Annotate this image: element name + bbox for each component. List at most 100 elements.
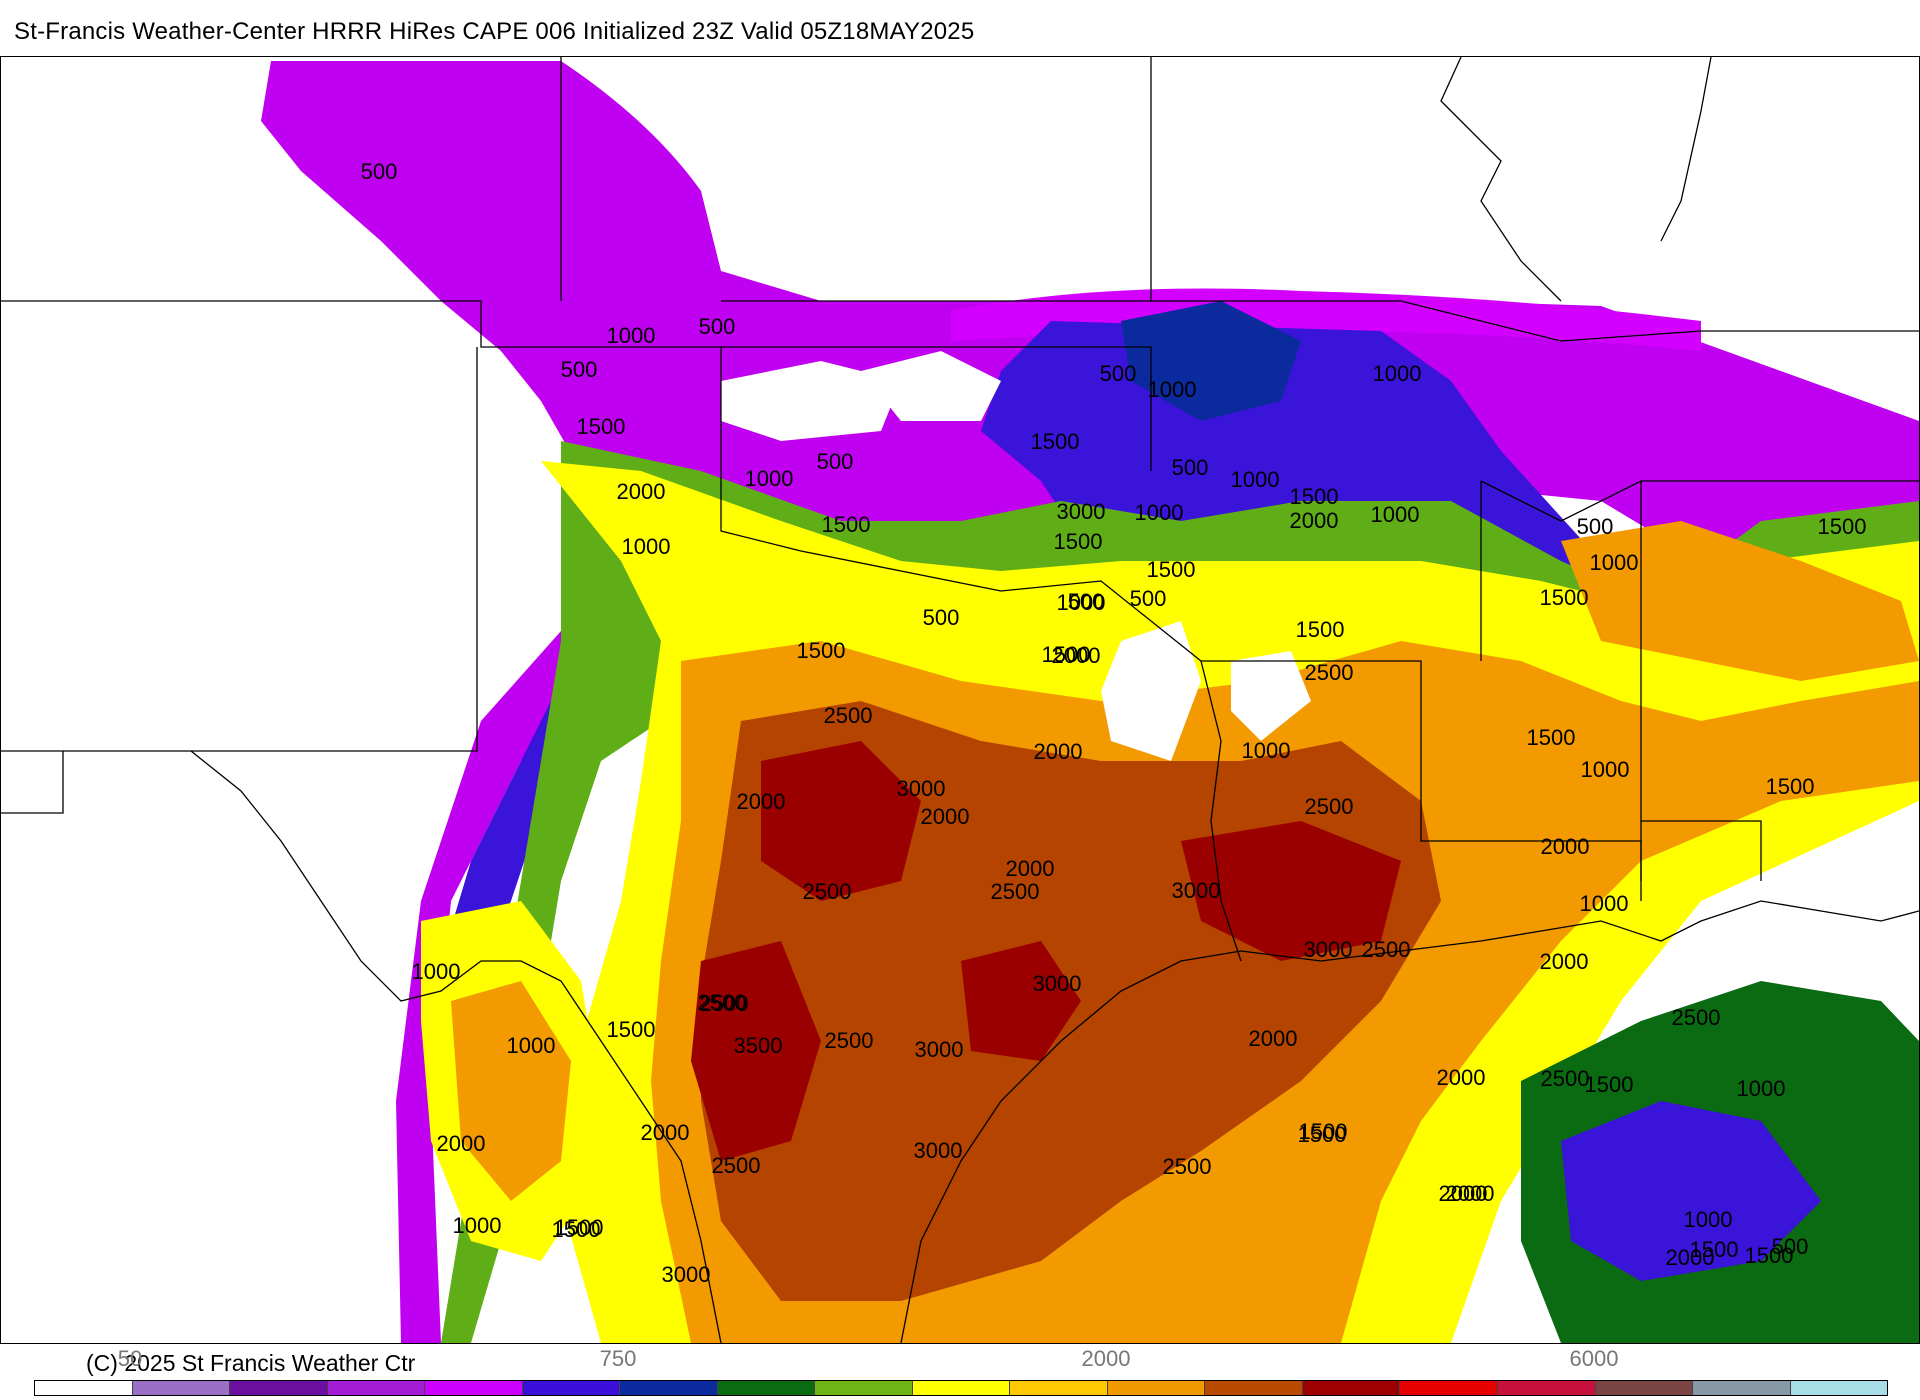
contour-label: 1000 bbox=[1580, 891, 1629, 916]
cape-zero-patch-4 bbox=[861, 351, 1001, 421]
contour-label: 3000 bbox=[1033, 971, 1082, 996]
colorbar-swatch bbox=[425, 1381, 523, 1395]
contour-label: 1000 bbox=[1231, 467, 1280, 492]
contour-label: 1500 bbox=[1042, 642, 1091, 667]
contour-label: 500 bbox=[561, 357, 598, 382]
contour-label: 2000 bbox=[1540, 949, 1589, 974]
contour-label: 1500 bbox=[1540, 585, 1589, 610]
contour-label: 1000 bbox=[745, 466, 794, 491]
contour-label: 2500 bbox=[712, 1153, 761, 1178]
contour-label: 1500 bbox=[1054, 529, 1103, 554]
cape-core-darkred-3 bbox=[691, 941, 821, 1161]
contour-label: 3000 bbox=[1057, 499, 1106, 524]
contour-label: 1500 bbox=[1298, 1122, 1347, 1147]
contour-label: 1500 bbox=[1818, 514, 1867, 539]
colorbar-swatch bbox=[1107, 1381, 1206, 1395]
contour-label: 1500 bbox=[1031, 429, 1080, 454]
contour-label: 2000 bbox=[1034, 739, 1083, 764]
contour-label: 2500 bbox=[1305, 660, 1354, 685]
contour-label: 3500 bbox=[734, 1033, 783, 1058]
cape-core-darkred-4 bbox=[961, 941, 1081, 1061]
contour-label: 500 bbox=[1577, 514, 1614, 539]
colorbar-tick-label: 2000 bbox=[1081, 1346, 1131, 1371]
contour-label: 3000 bbox=[914, 1138, 963, 1163]
contour-label: 1500 bbox=[1527, 725, 1576, 750]
state-boundaries bbox=[1, 57, 1919, 962]
contour-label: 2500 bbox=[824, 703, 873, 728]
contour-label: 1500 bbox=[555, 1215, 604, 1240]
colorbar-swatch bbox=[1790, 1381, 1888, 1395]
mexico-border bbox=[190, 750, 722, 1343]
contour-label: 1000 bbox=[1371, 502, 1420, 527]
contour-label: 1000 bbox=[607, 323, 656, 348]
contour-label: 2000 bbox=[1290, 508, 1339, 533]
contour-label: 3000 bbox=[897, 776, 946, 801]
colorbar-swatch bbox=[1693, 1381, 1791, 1395]
contour-label: 2500 bbox=[1163, 1154, 1212, 1179]
contour-label: 1500 bbox=[552, 1217, 601, 1242]
colorbar-swatch bbox=[1595, 1381, 1694, 1395]
contour-label: 1000 bbox=[1590, 550, 1639, 575]
contour-label: 1000 bbox=[1684, 1207, 1733, 1232]
contour-label: 1000 bbox=[1148, 377, 1197, 402]
contour-label: 2500 bbox=[1362, 937, 1411, 962]
contour-label: 2000 bbox=[737, 789, 786, 814]
colorbar-swatch bbox=[912, 1381, 1011, 1395]
colorbar-swatch bbox=[620, 1381, 718, 1395]
contour-label: 1500 bbox=[607, 1017, 656, 1042]
contour-label: 500 bbox=[923, 605, 960, 630]
contour-label: 1500 bbox=[1745, 1243, 1794, 1268]
contour-label: 3000 bbox=[915, 1037, 964, 1062]
colorbar-swatch bbox=[815, 1381, 913, 1395]
contour-label: 2000 bbox=[1439, 1181, 1488, 1206]
contour-label: 2000 bbox=[617, 479, 666, 504]
contour-label: 1000 bbox=[453, 1213, 502, 1238]
contour-label: 1000 bbox=[1737, 1076, 1786, 1101]
contour-label: 500 bbox=[1772, 1234, 1809, 1259]
contour-label: 3000 bbox=[1304, 937, 1353, 962]
contour-label: 1500 bbox=[1299, 1119, 1348, 1144]
contour-label: 2000 bbox=[921, 804, 970, 829]
contour-label: 1500 bbox=[1290, 484, 1339, 509]
contour-label: 2000 bbox=[1541, 834, 1590, 859]
contour-label: 500 bbox=[699, 314, 736, 339]
colorbar-swatch bbox=[1205, 1381, 1303, 1395]
cape-band-orange-sw bbox=[451, 981, 571, 1201]
cape-band-purple-north bbox=[951, 288, 1701, 351]
contour-label: 1500 bbox=[577, 414, 626, 439]
contour-label: 2500 bbox=[1672, 1005, 1721, 1030]
cape-core-darkred-2 bbox=[1181, 821, 1401, 961]
colorbar-swatch bbox=[35, 1381, 133, 1395]
contour-label: 1000 bbox=[507, 1033, 556, 1058]
colorbar-tick-label: 750 bbox=[599, 1346, 637, 1371]
contour-label: 1000 bbox=[1581, 757, 1630, 782]
cape-band-blue-se bbox=[1561, 1101, 1821, 1281]
cape-zero-patch bbox=[1101, 621, 1201, 761]
contour-label: 3000 bbox=[662, 1262, 711, 1287]
contour-label: 1500 bbox=[1147, 557, 1196, 582]
contour-label: 500 bbox=[817, 449, 854, 474]
contour-label: 2500 bbox=[700, 991, 749, 1016]
cape-map[interactable]: 500 1000 500 500 1500 2000 1000 1000 500 1500 1500… bbox=[0, 56, 1920, 1344]
contour-label: 500 bbox=[1172, 455, 1209, 480]
contour-label: 2000 bbox=[1446, 1181, 1495, 1206]
contour-label: 1500 bbox=[1690, 1237, 1739, 1262]
contour-label: 2000 bbox=[437, 1131, 486, 1156]
contour-label: 1500 bbox=[1766, 774, 1815, 799]
contour-label: 1000 bbox=[1057, 590, 1106, 615]
cape-zero-patch-3 bbox=[721, 361, 901, 441]
contour-label: 1000 bbox=[622, 534, 671, 559]
colorbar-swatch bbox=[522, 1381, 621, 1395]
contour-label: 2000 bbox=[1249, 1026, 1298, 1051]
colorbar-swatch bbox=[717, 1381, 816, 1395]
colorbar-tick-label: 6000 bbox=[1569, 1346, 1619, 1371]
contour-label: 500 bbox=[1130, 586, 1167, 611]
contour-label: 1000 bbox=[412, 959, 461, 984]
title-bar: St-Francis Weather-Center HRRR HiRes CAP… bbox=[0, 0, 1920, 56]
cape-band-darkblue-ne bbox=[1121, 301, 1301, 421]
contour-label: 1000 bbox=[1242, 738, 1291, 763]
contour-label: 3000 bbox=[1172, 878, 1221, 903]
colorbar-swatch bbox=[1010, 1381, 1108, 1395]
colorbar-swatch bbox=[1400, 1381, 1498, 1395]
